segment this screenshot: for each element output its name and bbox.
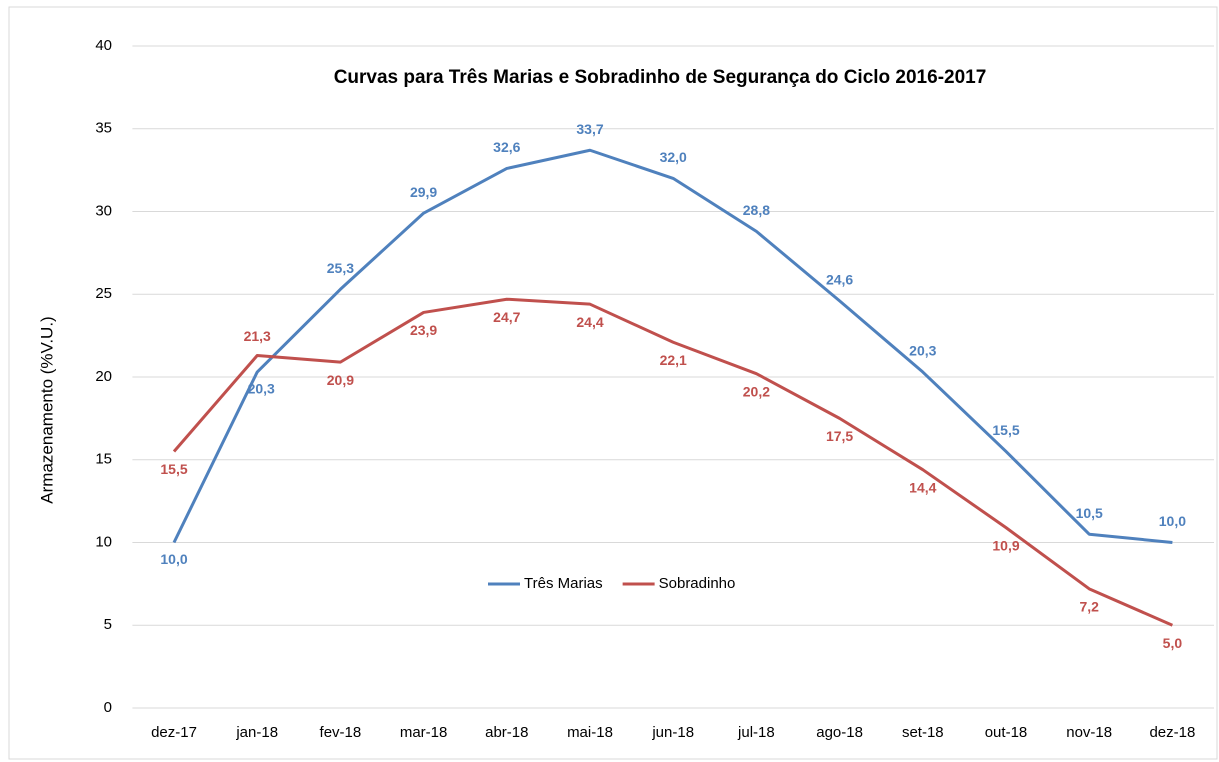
y-tick-label: 30 xyxy=(95,202,112,219)
data-label: 10,9 xyxy=(992,537,1019,553)
data-label: 17,5 xyxy=(826,428,853,444)
data-label: 28,8 xyxy=(743,202,770,218)
data-label: 15,5 xyxy=(992,422,1019,438)
y-tick-label: 15 xyxy=(95,451,112,468)
data-label: 20,3 xyxy=(248,381,275,397)
data-label: 10,0 xyxy=(160,551,187,567)
data-label: 29,9 xyxy=(410,184,437,200)
x-tick-label: ago-18 xyxy=(816,724,863,741)
y-tick-label: 0 xyxy=(104,699,112,716)
x-tick-label: mar-18 xyxy=(400,724,448,741)
x-tick-label: jul-18 xyxy=(737,724,775,741)
chart-title: Curvas para Três Marias e Sobradinho de … xyxy=(334,67,987,88)
data-label: 24,4 xyxy=(576,314,603,330)
x-tick-label: out-18 xyxy=(985,724,1028,741)
y-tick-label: 35 xyxy=(95,120,112,137)
series-line xyxy=(172,148,1173,544)
data-label: 22,1 xyxy=(660,352,687,368)
x-tick-label: mai-18 xyxy=(567,724,613,741)
x-tick-label: jun-18 xyxy=(651,724,694,741)
data-label: 15,5 xyxy=(160,461,187,477)
data-label: 10,0 xyxy=(1159,513,1186,529)
x-tick-label: jan-18 xyxy=(235,724,278,741)
data-label: 20,3 xyxy=(909,343,936,359)
data-label: 20,9 xyxy=(327,372,354,388)
y-axis-title: Armazenamento (%V.U.) xyxy=(37,316,56,503)
data-label: 14,4 xyxy=(909,479,936,495)
series-line xyxy=(172,297,1174,627)
data-label: 32,6 xyxy=(493,139,520,155)
x-tick-label: fev-18 xyxy=(320,724,362,741)
y-tick-label: 20 xyxy=(95,368,112,385)
data-label: 5,0 xyxy=(1163,635,1183,651)
data-label: 24,7 xyxy=(493,309,520,325)
y-tick-label: 25 xyxy=(95,285,112,302)
chart-border xyxy=(8,6,1218,760)
x-tick-label: dez-17 xyxy=(151,724,197,741)
x-tick-label: set-18 xyxy=(902,724,944,741)
y-tick-label: 40 xyxy=(95,37,112,54)
legend-label: Sobradinho xyxy=(659,575,736,592)
data-label: 20,2 xyxy=(743,383,770,399)
data-label: 21,3 xyxy=(244,328,271,344)
y-tick-label: 5 xyxy=(104,616,112,633)
data-label: 33,7 xyxy=(576,121,603,137)
x-tick-label: dez-18 xyxy=(1149,724,1195,741)
data-label: 25,3 xyxy=(327,260,354,276)
data-label: 32,0 xyxy=(660,149,687,165)
data-label: 7,2 xyxy=(1079,599,1099,615)
data-label: 24,6 xyxy=(826,272,853,288)
x-tick-label: nov-18 xyxy=(1066,724,1112,741)
data-label: 23,9 xyxy=(410,322,437,338)
legend-label: Três Marias xyxy=(524,575,603,592)
y-tick-label: 10 xyxy=(95,533,112,550)
x-tick-label: abr-18 xyxy=(485,724,528,741)
data-label: 10,5 xyxy=(1076,505,1103,521)
